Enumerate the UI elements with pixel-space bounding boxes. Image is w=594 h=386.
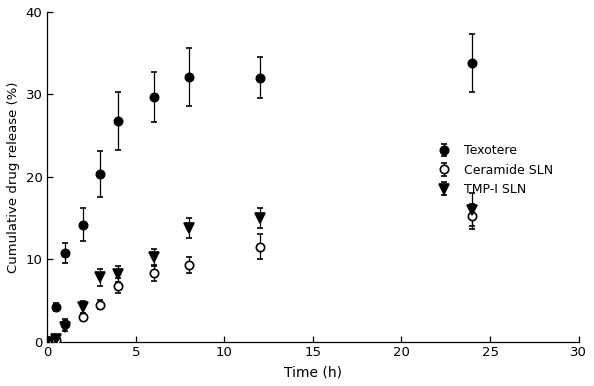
X-axis label: Time (h): Time (h) <box>284 365 342 379</box>
Legend: Texotere, Ceramide SLN, TMP-I SLN: Texotere, Ceramide SLN, TMP-I SLN <box>426 141 557 200</box>
Y-axis label: Cumulative drug release (%): Cumulative drug release (%) <box>7 81 20 273</box>
